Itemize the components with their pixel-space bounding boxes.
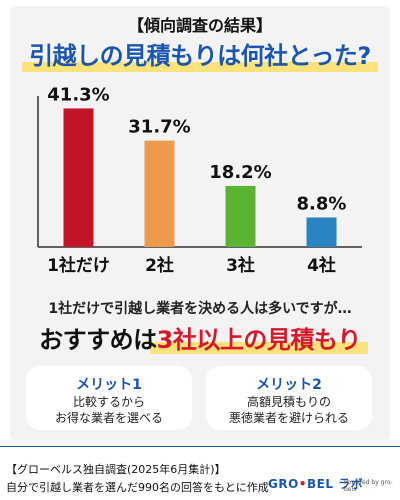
logo-rest: BEL ラボ (306, 477, 364, 491)
merit-title-1: メリット1 (76, 377, 142, 393)
powered-by: Powered by gro-bels (344, 479, 393, 493)
footer: 【グローベルス独自調査(2025年6月集計)】 自分で引越し業者を選んだ990名… (0, 446, 400, 500)
merit-card-1: メリット1 比較するから お得な業者を選べる (26, 366, 192, 430)
survey-basis: 自分で引越し業者を選んだ990名の回答をもとに作成 (6, 481, 269, 494)
bar-2 (144, 140, 175, 247)
title-highlight (22, 62, 378, 72)
merit-card-2: メリット2 高額見積もりの 悪徳業者を避けられる (206, 366, 372, 430)
bar-1 (63, 108, 94, 247)
value-label-3: 18.2% (209, 162, 271, 183)
bar-4 (306, 217, 337, 247)
recommendation: おすすめは3社以上の見積もり (0, 320, 400, 355)
survey-subtitle: 【傾向調査の結果】 (127, 16, 272, 35)
logo-dot: • (298, 477, 307, 491)
merit-title-2: メリット2 (256, 377, 322, 393)
category-label-1: 1社だけ (47, 255, 110, 276)
page-title: 引越しの見積もりは何社とった? (0, 36, 400, 71)
merit-text-2b: 悪徳業者を避けられる (228, 411, 349, 425)
merit-text-1a: 比較するから (72, 395, 145, 409)
message-line: 1社だけで引越し業者を決める人は多いですが… (48, 301, 352, 317)
category-label-4: 4社 (307, 255, 336, 276)
recommendation-prefix: おすすめは (39, 326, 157, 354)
page-title-text: 引越しの見積もりは何社とった? (29, 42, 371, 70)
bar-3 (225, 185, 256, 247)
brand-logo[interactable]: GRO•BEL ラボ (268, 475, 363, 492)
survey-source: 【グローベルス独自調査(2025年6月集計)】 (6, 463, 226, 476)
value-label-1: 41.3% (47, 84, 109, 105)
merit-text-2a: 高額見積もりの (246, 395, 331, 409)
recommendation-highlight (150, 342, 368, 354)
category-label-3: 3社 (226, 255, 255, 276)
logo-main: GRO (268, 477, 299, 491)
value-label-4: 8.8% (297, 193, 347, 214)
value-label-2: 31.7% (128, 117, 190, 138)
category-label-2: 2社 (145, 255, 174, 276)
recommendation-emphasis: 3社以上の見積もり (156, 326, 362, 354)
merit-text-1b: お得な業者を選べる (54, 411, 163, 425)
